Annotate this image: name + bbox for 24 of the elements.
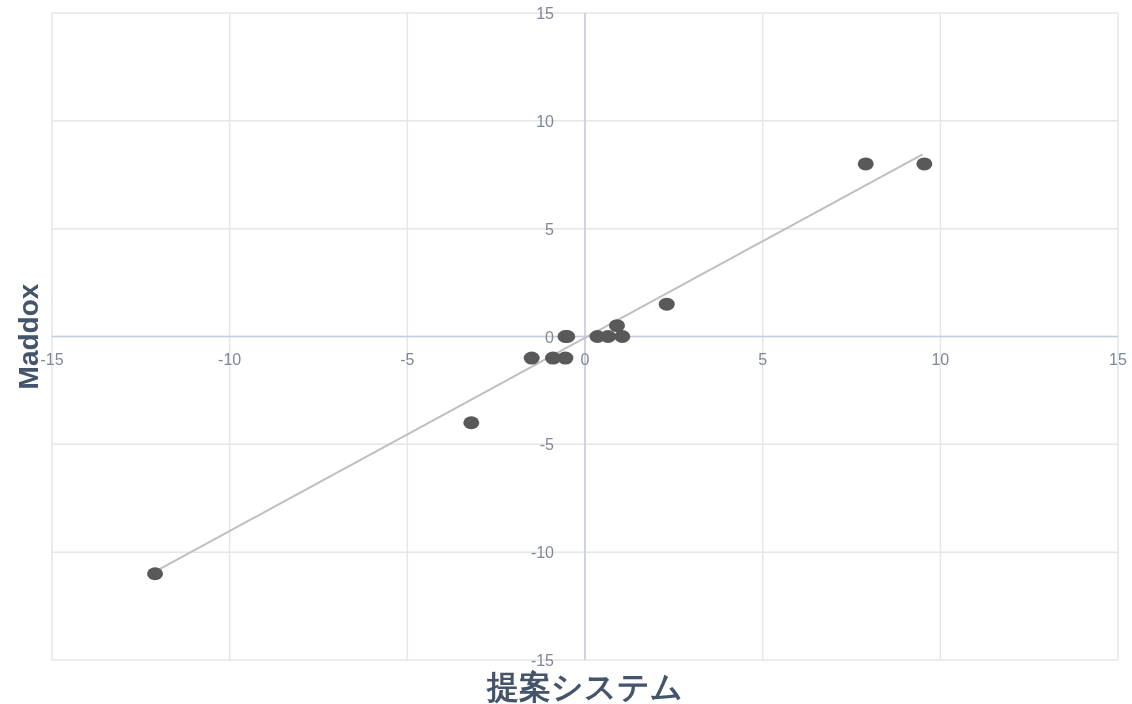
y-tick-label: 0 (545, 328, 555, 346)
y-tick-label: 10 (536, 112, 555, 130)
point (857, 157, 874, 171)
point (614, 330, 631, 343)
point (608, 319, 625, 333)
x-tick-label: -10 (218, 350, 242, 368)
x-tick-label: -5 (400, 350, 415, 368)
point (658, 297, 675, 311)
point (600, 330, 617, 343)
x-tick-label: 10 (931, 350, 950, 368)
y-tick-label: -15 (530, 652, 555, 669)
point (523, 351, 540, 365)
y-tick-label: -5 (539, 436, 555, 454)
x-tick-label: 5 (758, 350, 768, 368)
point (463, 416, 480, 430)
y-tick-label: 5 (545, 220, 555, 238)
x-axis-title: 提案システム (486, 669, 683, 704)
point (147, 567, 164, 581)
y-tick-label: 15 (536, 5, 555, 22)
x-tick-label: 0 (580, 350, 590, 368)
point (916, 157, 933, 171)
y-tick-label: -10 (530, 544, 555, 562)
point (557, 351, 574, 365)
x-tick-label: 15 (1109, 350, 1127, 368)
